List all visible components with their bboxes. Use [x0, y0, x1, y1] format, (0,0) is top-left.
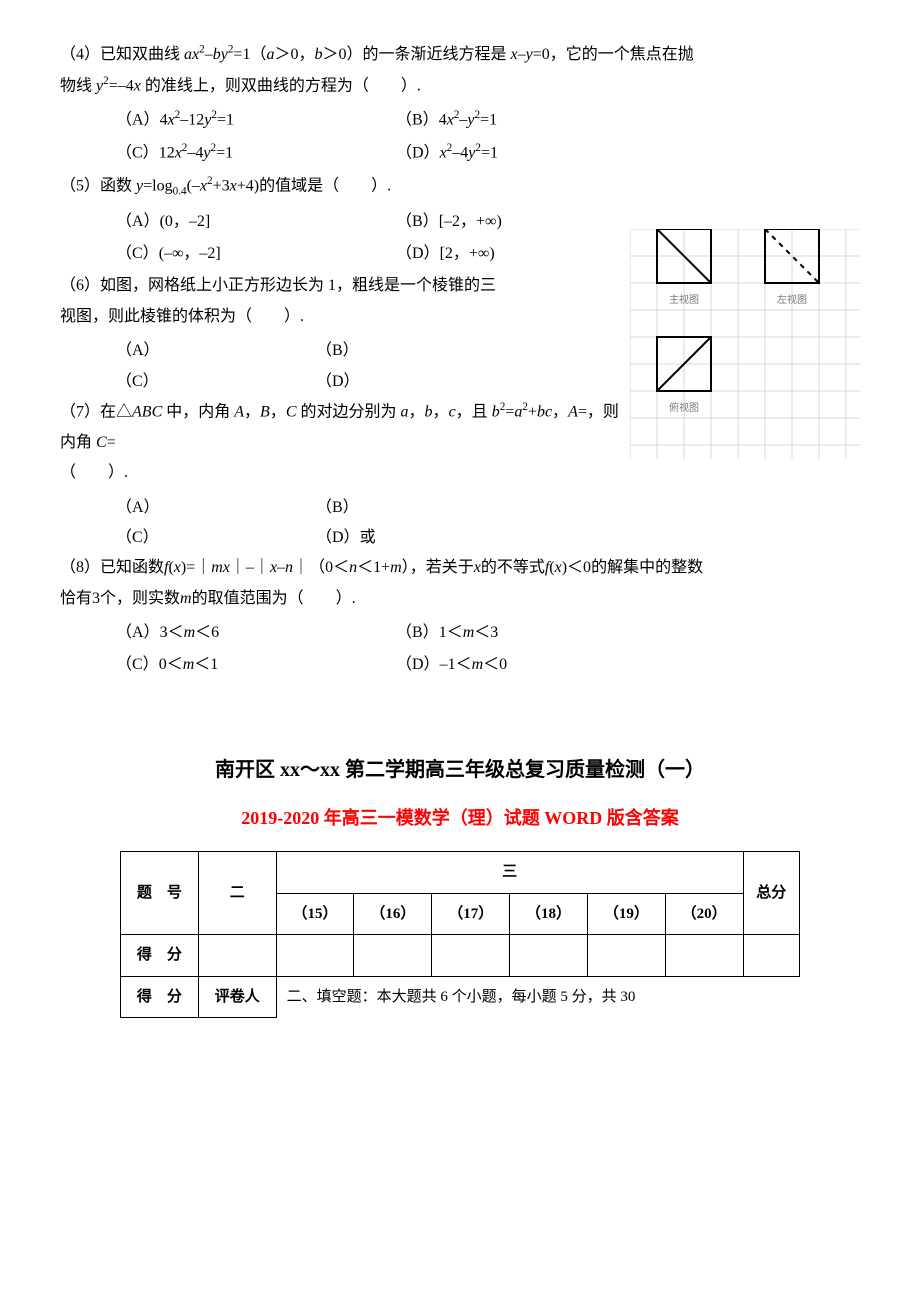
label-front-view: 主视图 — [669, 293, 699, 306]
q8-option-c: （C）0＜m＜1 — [116, 650, 396, 680]
col-18: （18） — [510, 893, 588, 935]
main-title: 南开区 xx～xx 第二学期高三年级总复习质量检测（一） — [60, 751, 860, 789]
q5-options-row2: （C）(–∞，–2] （D）[2，+∞) — [60, 239, 620, 269]
three-view-svg: 主视图 左视图 俯视图 — [630, 229, 860, 459]
q8-option-a: （A）3＜m＜6 — [116, 618, 396, 648]
table-row-header: 题 号 二 三 总分 — [121, 852, 800, 894]
score-table: 题 号 二 三 总分 （15） （16） （17） （18） （19） （20）… — [120, 851, 800, 1018]
col-16: （16） — [354, 893, 432, 935]
q7-option-a: （A） — [116, 493, 316, 523]
question-8: （8）已知函数f(x)=｜mx｜–｜x–n｜（0＜n＜1+m），若关于x的不等式… — [60, 553, 860, 614]
sub-title: 2019-2020 年高三一模数学（理）试题 WORD 版含答案 — [60, 801, 860, 835]
q4-stem-line2: 物线 y2=–4x 的准线上，则双曲线的方程为（ ）. — [60, 71, 860, 102]
q6-option-a: （A） — [116, 336, 316, 366]
q6-option-b: （B） — [316, 336, 359, 366]
col-19: （19） — [587, 893, 665, 935]
q6-options-row1: （A） （B） — [60, 336, 620, 366]
label-top-view: 俯视图 — [669, 401, 699, 414]
q8-options-row1: （A）3＜m＜6 （B）1＜m＜3 — [60, 618, 860, 648]
q7-option-b: （B） — [316, 493, 359, 523]
q4-stem: （4）已知双曲线 ax2–by2=1（a＞0，b＞0）的一条渐近线方程是 x–y… — [60, 46, 694, 63]
q7-options-row1: （A） （B） — [60, 493, 860, 523]
q4-option-a: （A）4x2–12y2=1 — [116, 105, 396, 136]
score-cell — [198, 935, 276, 977]
score-cell — [276, 935, 354, 977]
question-5: （5）函数 y=log0.4(–x2+3x+4)的值域是（ ）. — [60, 171, 860, 203]
q8-option-d: （D）–1＜m＜0 — [396, 650, 507, 680]
score-cell — [587, 935, 665, 977]
score-cell — [354, 935, 432, 977]
score-cell — [510, 935, 588, 977]
q7-option-c: （C） — [116, 523, 316, 553]
three-view-figure: 主视图 左视图 俯视图 — [630, 229, 860, 459]
q5-option-c: （C）(–∞，–2] — [116, 239, 396, 269]
table-row-marker: 得 分 评卷人 二、填空题：本大题共 6 个小题，每小题 5 分，共 30 — [121, 976, 800, 1018]
q5-option-a: （A）(0，–2] — [116, 207, 396, 237]
q6-option-d: （D） — [316, 367, 360, 397]
header-number: 题 号 — [121, 852, 199, 935]
q5-option-d: （D）[2，+∞) — [396, 239, 495, 269]
header-two: 二 — [198, 852, 276, 935]
q4-option-c: （C）12x2–4y2=1 — [116, 138, 396, 169]
q4-options-row1: （A）4x2–12y2=1 （B）4x2–y2=1 — [60, 105, 860, 136]
q8-option-b: （B）1＜m＜3 — [396, 618, 498, 648]
table-row-score: 得 分 — [121, 935, 800, 977]
q6-options-row2: （C） （D） — [60, 367, 620, 397]
score-cell — [665, 935, 743, 977]
label-side-view: 左视图 — [777, 293, 807, 306]
header-total: 总分 — [743, 852, 799, 935]
header-three: 三 — [276, 852, 743, 894]
q5-option-b: （B）[–2，+∞) — [396, 207, 502, 237]
q8-options-row2: （C）0＜m＜1 （D）–1＜m＜0 — [60, 650, 860, 680]
score-label-2: 得 分 — [121, 976, 199, 1018]
col-17: （17） — [432, 893, 510, 935]
fill-blank-instruction: 二、填空题：本大题共 6 个小题，每小题 5 分，共 30 — [276, 976, 799, 1018]
score-cell — [743, 935, 799, 977]
q7-options-row2: （C） （D）或 — [60, 523, 860, 553]
q7-option-d: （D）或 — [316, 523, 376, 553]
question-4: （4）已知双曲线 ax2–by2=1（a＞0，b＞0）的一条渐近线方程是 x–y… — [60, 40, 860, 101]
marker-label: 评卷人 — [198, 976, 276, 1018]
score-cell — [432, 935, 510, 977]
col-20: （20） — [665, 893, 743, 935]
q4-options-row2: （C）12x2–4y2=1 （D）x2–4y2=1 — [60, 138, 860, 169]
q6-option-c: （C） — [116, 367, 316, 397]
col-15: （15） — [276, 893, 354, 935]
score-label: 得 分 — [121, 935, 199, 977]
q4-option-d: （D）x2–4y2=1 — [396, 138, 498, 169]
q4-option-b: （B）4x2–y2=1 — [396, 105, 497, 136]
